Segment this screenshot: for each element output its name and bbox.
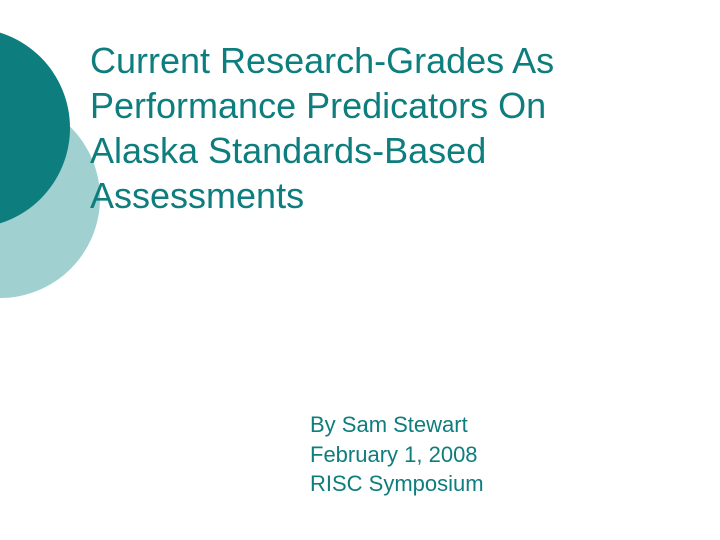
byline-author: By Sam Stewart <box>310 410 484 440</box>
byline-date: February 1, 2008 <box>310 440 484 470</box>
title-line: Alaska Standards-Based <box>90 128 554 173</box>
slide-byline: By Sam Stewart February 1, 2008 RISC Sym… <box>310 410 484 499</box>
title-line: Performance Predicators On <box>90 83 554 128</box>
title-line: Current Research-Grades As <box>90 38 554 83</box>
byline-event: RISC Symposium <box>310 469 484 499</box>
slide-title: Current Research-Grades As Performance P… <box>90 38 554 218</box>
title-line: Assessments <box>90 173 554 218</box>
